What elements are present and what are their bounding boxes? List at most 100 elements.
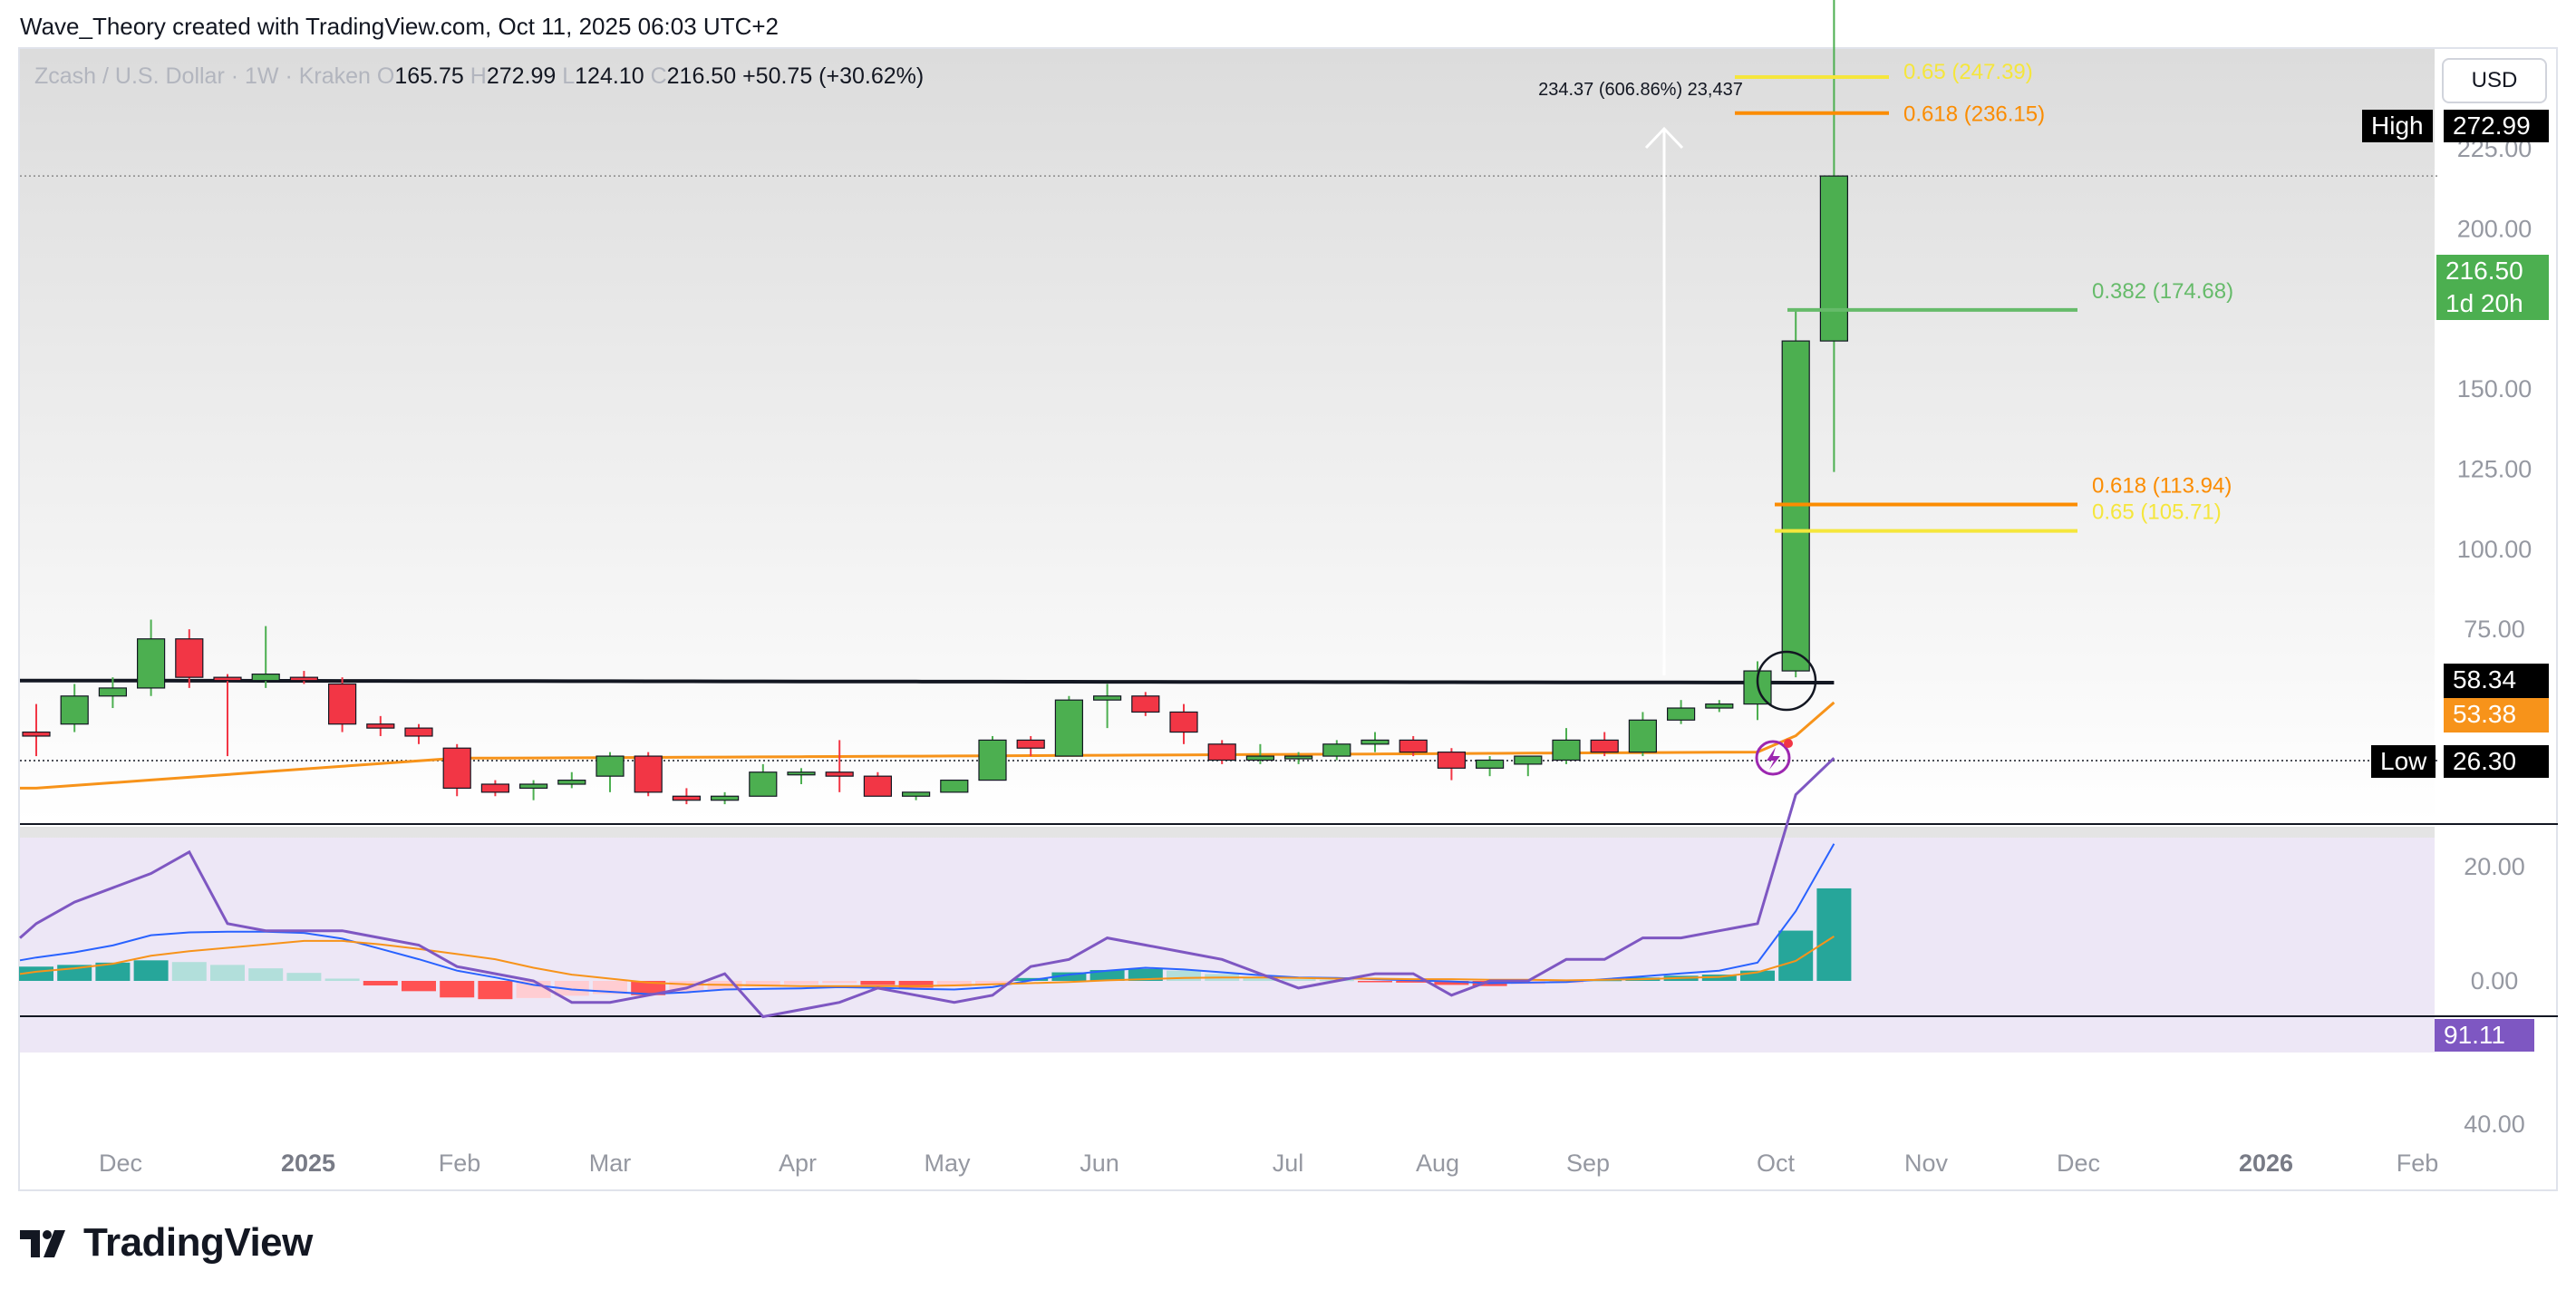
fib-level-label: 0.618 (113.94) bbox=[2092, 474, 2232, 499]
macd-histogram-bar bbox=[1167, 970, 1201, 981]
fib-level-label: 0.65 (105.71) bbox=[2092, 500, 2222, 525]
low-price-tag: 26.30 bbox=[2444, 745, 2549, 778]
macd-histogram-bar bbox=[95, 962, 131, 981]
candle-body bbox=[1054, 699, 1084, 757]
candle-body bbox=[1437, 752, 1467, 769]
change-value: +50.75 (+30.62%) bbox=[742, 63, 925, 89]
candle-body bbox=[1514, 755, 1543, 765]
symbol-name[interactable]: Zcash / U.S. Dollar · 1W · Kraken bbox=[34, 63, 371, 89]
fib-level-label: 0.618 (236.15) bbox=[1903, 102, 2045, 127]
macd-histogram-bar bbox=[1089, 970, 1125, 981]
candle-body bbox=[1590, 739, 1619, 753]
candle-body bbox=[518, 783, 548, 790]
time-axis-tick: Sep bbox=[1566, 1150, 1610, 1177]
candle-body bbox=[366, 723, 395, 729]
candle-body bbox=[480, 783, 510, 793]
measure-arrow-head bbox=[1644, 126, 1684, 150]
macd-histogram-bar bbox=[402, 981, 436, 992]
candle-body bbox=[1016, 739, 1045, 749]
price-axis-tick: 100.00 bbox=[2457, 536, 2532, 563]
candle-body bbox=[672, 795, 702, 801]
time-axis-tick: Dec bbox=[2057, 1150, 2100, 1177]
time-axis-tick: Jun bbox=[1080, 1150, 1119, 1177]
price-pane-bg bbox=[20, 49, 2435, 823]
candle-body bbox=[710, 795, 740, 801]
macd-histogram-bar bbox=[1778, 930, 1814, 981]
candle-body bbox=[940, 779, 969, 793]
ohlc-legend: Zcash / U.S. Dollar · 1W · Kraken O165.7… bbox=[34, 63, 925, 89]
candle-body bbox=[1666, 707, 1696, 721]
candle-body bbox=[1705, 703, 1734, 709]
measure-label: 234.37 (606.86%) 23,437 bbox=[1538, 80, 1743, 100]
candle-body bbox=[175, 638, 204, 678]
candle-body bbox=[1092, 695, 1122, 701]
candle-body bbox=[1169, 711, 1198, 733]
price-axis-tick: 200.00 bbox=[2457, 215, 2532, 242]
time-axis-tick: Aug bbox=[1416, 1150, 1459, 1177]
fib-level-label: 0.382 (174.68) bbox=[2092, 279, 2233, 304]
macd-histogram-bar bbox=[171, 962, 207, 981]
current-price-tag: 216.50 bbox=[2436, 255, 2549, 287]
currency-button[interactable]: USD bbox=[2442, 58, 2547, 103]
macd-histogram-bar bbox=[1281, 979, 1316, 981]
candle-body bbox=[251, 674, 280, 682]
candle-body bbox=[557, 779, 586, 785]
ma-black-price-tag: 58.34 bbox=[2444, 664, 2549, 698]
high-price-tag: 272.99 bbox=[2444, 110, 2549, 142]
brand-name: TradingView bbox=[83, 1220, 313, 1265]
macd-histogram-bar bbox=[975, 981, 1010, 985]
price-axis-tick: 75.00 bbox=[2464, 616, 2525, 643]
candle-body bbox=[404, 727, 433, 737]
high-value: 272.99 bbox=[486, 63, 557, 89]
time-axis-tick: Feb bbox=[439, 1150, 481, 1177]
low-value: 124.10 bbox=[575, 63, 644, 89]
candle-body bbox=[825, 771, 854, 777]
candle-body bbox=[978, 739, 1007, 781]
candle-body bbox=[98, 687, 128, 697]
macd-histogram-bar bbox=[1358, 981, 1392, 983]
candle-body bbox=[596, 755, 625, 777]
time-axis-tick: Apr bbox=[779, 1150, 817, 1177]
candle-body bbox=[1361, 739, 1390, 745]
price-axis-tick: 125.00 bbox=[2457, 455, 2532, 482]
event-dot bbox=[1784, 739, 1793, 748]
ma-orange-price-tag: 53.38 bbox=[2444, 698, 2549, 732]
macd-axis-tick: 0.00 bbox=[2471, 967, 2519, 994]
macd-histogram-bar bbox=[248, 968, 284, 981]
macd-histogram-bar bbox=[1128, 968, 1163, 981]
candle-body bbox=[787, 771, 816, 776]
candle-body bbox=[1399, 739, 1428, 753]
chart-frame bbox=[18, 47, 2558, 1191]
ma-orange-line bbox=[20, 701, 1835, 790]
candle-body bbox=[1245, 755, 1275, 762]
candle-body bbox=[863, 775, 893, 797]
time-axis-tick: 2026 bbox=[2239, 1150, 2293, 1177]
candle-body bbox=[213, 676, 242, 682]
candle-body bbox=[1131, 695, 1160, 713]
macd-histogram-bar bbox=[1816, 888, 1852, 981]
rsi-value-tag: 91.11 bbox=[2435, 1019, 2534, 1052]
candle-body bbox=[1475, 759, 1505, 769]
macd-histogram-bar bbox=[516, 981, 551, 998]
rsi-line bbox=[19, 757, 1835, 1019]
macd-histogram-bar bbox=[554, 981, 589, 996]
macd-histogram-bar bbox=[860, 981, 896, 985]
macd-histogram-bar bbox=[898, 981, 934, 988]
macd-histogram-bar bbox=[1434, 981, 1469, 985]
macd-histogram-bar bbox=[363, 981, 398, 986]
macd-histogram-bar bbox=[478, 981, 513, 1000]
fib-level-label: 0.65 (247.39) bbox=[1903, 60, 2033, 84]
time-axis-tick: Dec bbox=[99, 1150, 142, 1177]
candle-body bbox=[442, 747, 471, 790]
macd-histogram-bar bbox=[936, 981, 972, 987]
macd-axis-tick: 20.00 bbox=[2464, 853, 2525, 880]
time-axis-tick: Jul bbox=[1273, 1150, 1304, 1177]
macd-histogram-bar bbox=[631, 981, 666, 995]
macd-histogram-bar bbox=[1243, 977, 1278, 981]
macd-histogram-bar bbox=[286, 973, 322, 981]
candle-body bbox=[328, 683, 357, 725]
macd-histogram-bar bbox=[133, 960, 169, 981]
candle-body bbox=[1819, 175, 1849, 342]
time-axis-tick: 2025 bbox=[281, 1150, 335, 1177]
